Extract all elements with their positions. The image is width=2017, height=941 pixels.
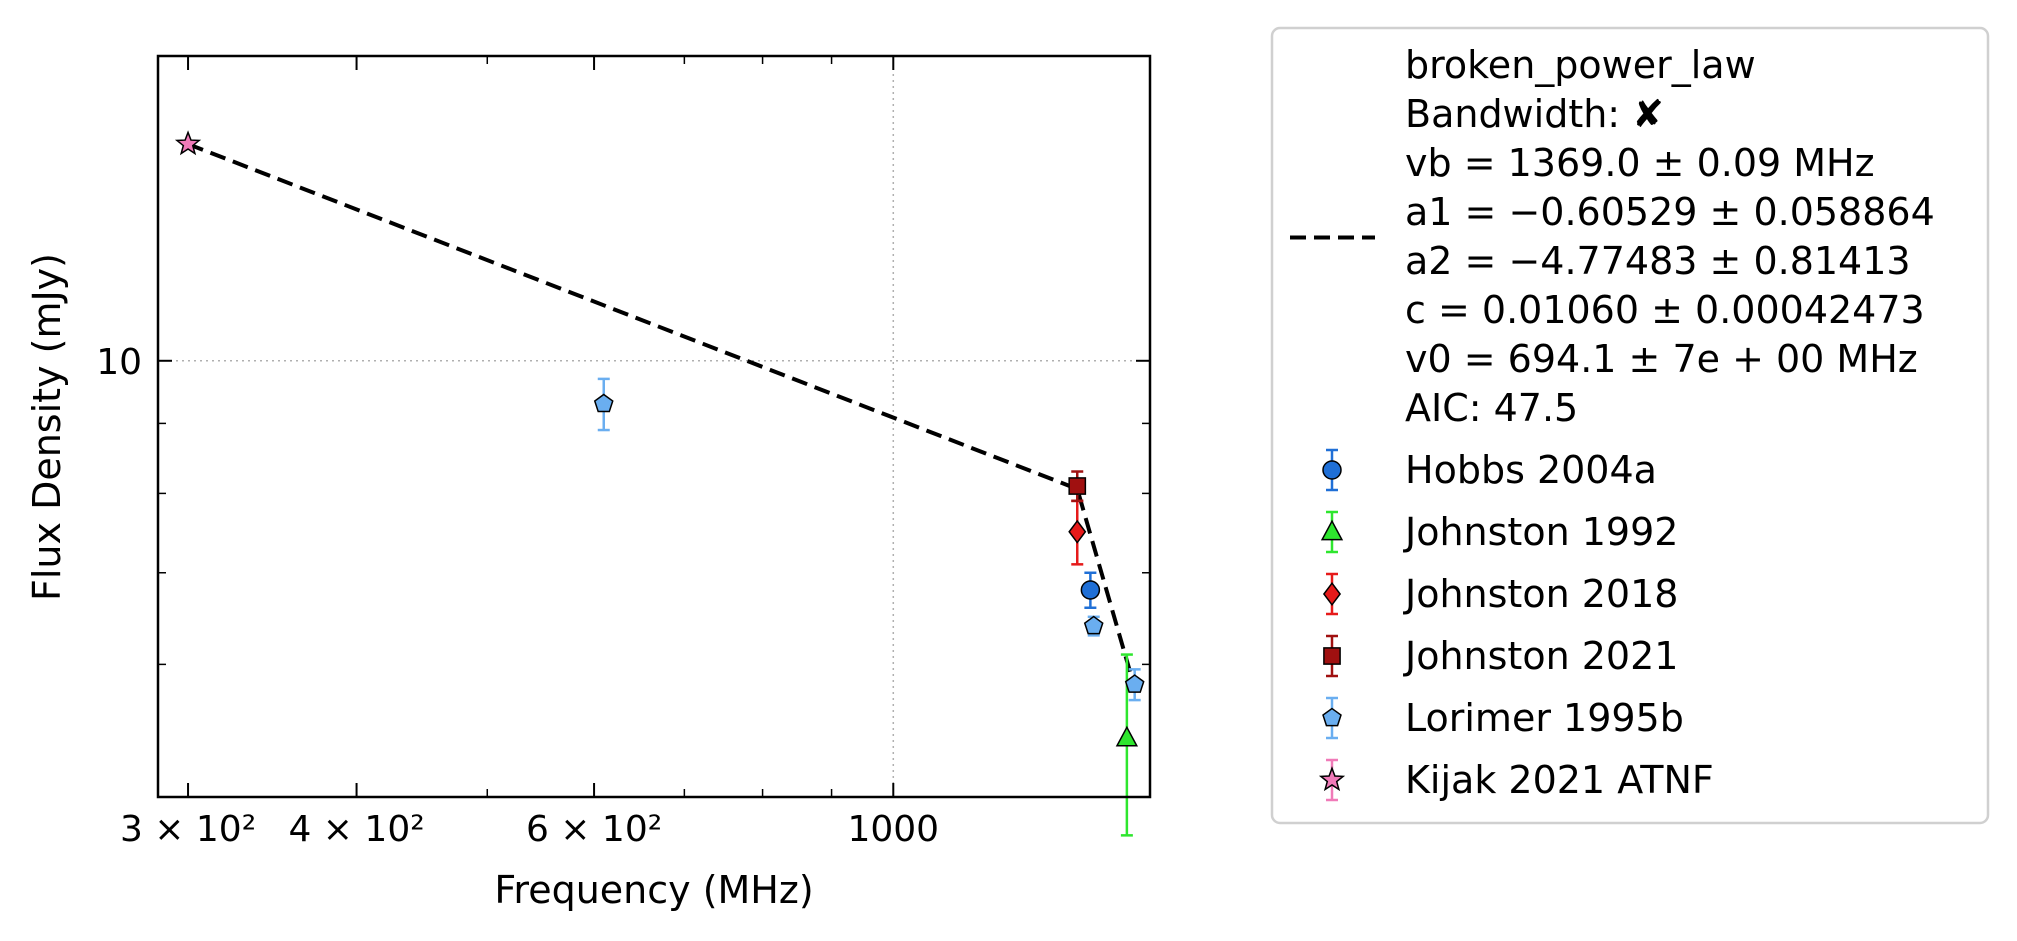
legend-marker — [1322, 460, 1342, 480]
johnston-1992-marker — [1115, 725, 1139, 747]
legend-fit-line: Bandwidth: ✘ — [1405, 92, 1664, 136]
legend-marker — [1323, 647, 1341, 665]
kijak-2021-atnf-marker — [174, 130, 202, 156]
legend-fit-line: AIC: 47.5 — [1405, 386, 1578, 430]
legend-fit-line: c = 0.01060 ± 0.00042473 — [1405, 288, 1925, 332]
legend: broken_power_law Bandwidth: ✘ vb = 1369.0 … — [1270, 26, 1990, 825]
y-axis-label: Flux Density (mJy) — [25, 253, 69, 601]
legend-fit-line: v0 = 694.1 ± 7e + 00 MHz — [1405, 337, 1918, 381]
x-tick-label: 4 × 10² — [288, 809, 424, 850]
data-points — [174, 130, 1145, 837]
plot-frame — [156, 54, 1152, 799]
x-axis-label: Frequency (MHz) — [494, 868, 813, 912]
legend-fit-line: vb = 1369.0 ± 0.09 MHz — [1405, 141, 1875, 185]
legend-marker — [1318, 766, 1346, 792]
lorimer-1995b-marker — [1083, 615, 1104, 635]
johnston-2021-marker — [1068, 477, 1087, 495]
lorimer-1995b-marker — [593, 393, 614, 413]
fit-line — [187, 142, 1133, 675]
x-tick-label: 3 × 10² — [120, 809, 256, 850]
legend-label: Lorimer 1995b — [1405, 696, 1684, 740]
legend-marker — [1322, 581, 1342, 607]
legend-label: Johnston 2021 — [1403, 634, 1678, 678]
legend-fit-line: a1 = −0.60529 ± 0.058864 — [1405, 190, 1935, 234]
legend-marker — [1320, 519, 1344, 541]
legend-fit-line: a2 = −4.77483 ± 0.81413 — [1405, 239, 1911, 283]
x-tick-label: 6 × 10² — [526, 809, 662, 850]
legend-fit-line: broken_power_law — [1405, 43, 1756, 87]
legend-label: Kijak 2021 ATNF — [1405, 758, 1714, 802]
y-tick-label: 10 — [96, 342, 142, 383]
legend-label: Johnston 2018 — [1403, 572, 1678, 616]
legend-label: Johnston 1992 — [1403, 510, 1678, 554]
legend-box — [1270, 26, 1990, 825]
legend-marker — [1322, 707, 1342, 727]
legend-label: Hobbs 2004a — [1405, 448, 1657, 492]
hobbs-2004a-marker — [1080, 580, 1101, 600]
axis-ticks: 3 × 10² 4 × 10² 6 × 10² 1000 10 — [96, 56, 1150, 850]
johnston-2018-marker — [1068, 519, 1087, 544]
fit-dashed-line — [187, 142, 1133, 675]
x-tick-label: 1000 — [847, 809, 939, 850]
lorimer-1995b-marker — [1124, 674, 1145, 693]
